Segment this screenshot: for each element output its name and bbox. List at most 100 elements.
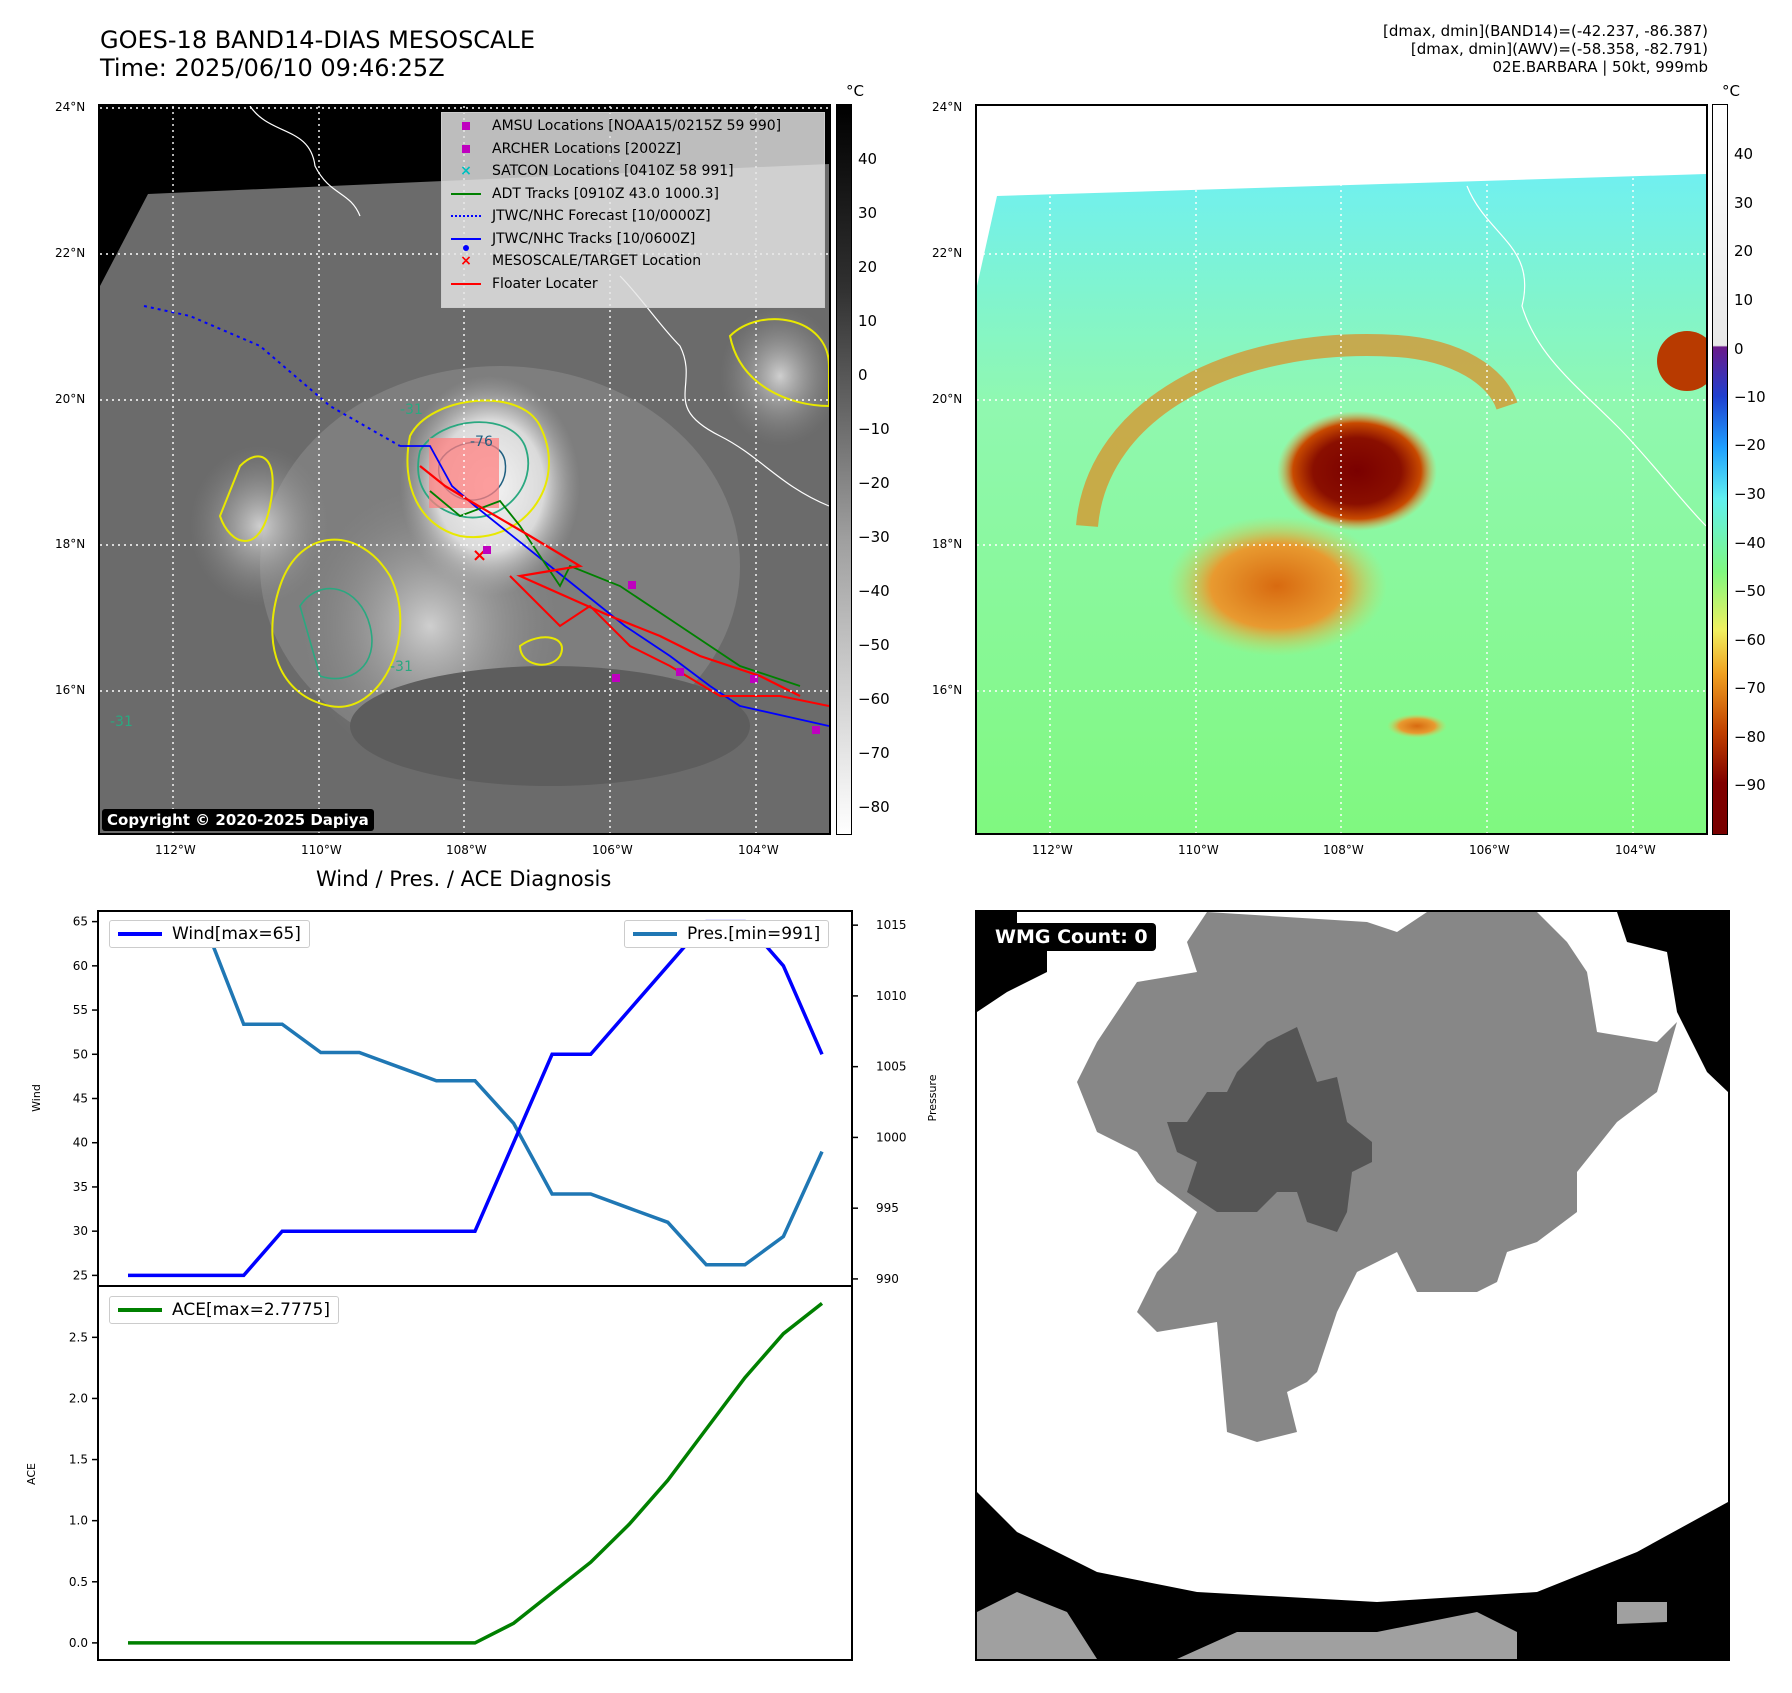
ir-colorbar-unit: °C bbox=[846, 82, 864, 100]
line-icon bbox=[450, 282, 482, 285]
ace-line bbox=[128, 1302, 824, 1645]
lon-label: 108°W bbox=[446, 843, 487, 857]
y-tick-label: 0.5 bbox=[69, 1575, 88, 1589]
line-icon bbox=[450, 192, 482, 195]
contour-label: -31 bbox=[390, 659, 413, 675]
lat-label: 16°N bbox=[55, 683, 86, 697]
cbar-tick: −60 bbox=[858, 690, 890, 708]
lon-label: 112°W bbox=[1032, 843, 1073, 857]
title-line-1: GOES-18 BAND14-DIAS MESOSCALE bbox=[100, 26, 536, 54]
copyright-label: Copyright © 2020-2025 Dapiya bbox=[102, 809, 374, 831]
cbar-tick: 10 bbox=[1734, 291, 1754, 309]
dotted-line-icon bbox=[450, 215, 482, 218]
cbar-tick: −40 bbox=[858, 582, 890, 600]
cbar-tick: 30 bbox=[1734, 194, 1754, 212]
x-marker-icon: × bbox=[460, 163, 472, 180]
cbar-tick: −20 bbox=[1734, 436, 1766, 454]
y-tick-label: 65 bbox=[73, 915, 88, 929]
ir-map-panel: × -76 -31 -31 -31 AMSU Locations [NOAA15… bbox=[98, 104, 831, 835]
legend-item: Floater Locater bbox=[450, 273, 816, 296]
wind-legend-swatch bbox=[118, 932, 162, 936]
awv-map-image bbox=[977, 106, 1706, 833]
cbar-tick: −30 bbox=[1734, 485, 1766, 503]
lat-label: 18°N bbox=[932, 537, 963, 551]
y-tick-label: 55 bbox=[73, 1003, 88, 1017]
legend-item: ARCHER Locations [2002Z] bbox=[450, 138, 816, 161]
y-tick-label: 45 bbox=[73, 1092, 88, 1106]
contour-label: -31 bbox=[400, 402, 423, 418]
lat-label: 20°N bbox=[932, 392, 963, 406]
wind-line bbox=[128, 919, 824, 1278]
y-tick-label: 2.0 bbox=[69, 1391, 88, 1405]
y-tick-label: 1015 bbox=[876, 918, 907, 932]
cbar-tick: −50 bbox=[1734, 582, 1766, 600]
legend-item: AMSU Locations [NOAA15/0215Z 59 990] bbox=[450, 115, 816, 138]
y-tick-label: 1005 bbox=[876, 1060, 907, 1074]
square-marker-icon bbox=[450, 144, 482, 153]
awv-colorbar bbox=[1712, 104, 1728, 835]
pressure-line bbox=[128, 923, 824, 1267]
cbar-tick: 30 bbox=[858, 204, 878, 222]
cbar-tick: −90 bbox=[1734, 776, 1766, 794]
lon-label: 106°W bbox=[1469, 843, 1510, 857]
cbar-tick: 0 bbox=[1734, 340, 1744, 358]
pressure-axis-label: Pressure bbox=[926, 1074, 939, 1121]
figure-title: GOES-18 BAND14-DIAS MESOSCALE Time: 2025… bbox=[100, 26, 535, 82]
y-tick-label: 35 bbox=[73, 1180, 88, 1194]
awv-colorbar-unit: °C bbox=[1722, 82, 1740, 100]
cbar-tick: −70 bbox=[1734, 679, 1766, 697]
lat-label: 20°N bbox=[55, 392, 86, 406]
pressure-legend: Pres.[min=991] bbox=[624, 920, 830, 948]
cbar-tick: 20 bbox=[858, 258, 878, 276]
wmg-panel: WMG Count: 0 bbox=[975, 910, 1730, 1661]
floater-track-2 bbox=[509, 575, 829, 707]
lon-label: 104°W bbox=[738, 843, 779, 857]
ace-axes bbox=[97, 1285, 853, 1661]
lat-label: 22°N bbox=[55, 246, 86, 260]
cbar-tick: 10 bbox=[858, 312, 878, 330]
cbar-tick: −20 bbox=[858, 474, 890, 492]
lat-label: 24°N bbox=[932, 100, 963, 114]
y-tick-label: 30 bbox=[73, 1224, 88, 1238]
contour-label: -76 bbox=[470, 434, 493, 450]
square-marker-icon bbox=[450, 122, 482, 131]
pressure-y-ticks: 990 995 1000 1005 1010 1015 bbox=[852, 918, 907, 1286]
y-tick-label: 50 bbox=[73, 1047, 88, 1061]
wind-legend: Wind[max=65] bbox=[109, 920, 310, 948]
stats-header: [dmax, dmin](BAND14)=(-42.237, -86.387) … bbox=[1383, 22, 1708, 76]
ir-colorbar bbox=[836, 104, 852, 835]
y-tick-label: 1010 bbox=[876, 989, 907, 1003]
legend-item: JTWC/NHC Forecast [10/0000Z] bbox=[450, 205, 816, 228]
y-tick-label: 0.0 bbox=[69, 1636, 88, 1650]
legend-item: JTWC/NHC Tracks [10/0600Z] bbox=[450, 228, 816, 251]
y-tick-label: 1.0 bbox=[69, 1514, 88, 1528]
lat-label: 22°N bbox=[932, 246, 963, 260]
ace-y-ticks: 0.0 0.5 1.0 1.5 2.0 2.5 bbox=[69, 1330, 98, 1650]
y-tick-label: 1.5 bbox=[69, 1453, 88, 1467]
x-marker-icon: × bbox=[460, 253, 472, 270]
wmg-image bbox=[977, 912, 1728, 1659]
cbar-tick: 20 bbox=[1734, 242, 1754, 260]
cbar-tick: −60 bbox=[1734, 631, 1766, 649]
y-tick-label: 2.5 bbox=[69, 1330, 88, 1344]
storm-info: 02E.BARBARA | 50kt, 999mb bbox=[1492, 58, 1708, 76]
stats-awv: [dmax, dmin](AWV)=(-58.358, -82.791) bbox=[1410, 40, 1708, 58]
ace-legend: ACE[max=2.7775] bbox=[109, 1296, 339, 1324]
ace-axis-label: ACE bbox=[25, 1463, 38, 1485]
lat-label: 18°N bbox=[55, 537, 86, 551]
y-tick-label: 1000 bbox=[876, 1130, 907, 1144]
stats-band14: [dmax, dmin](BAND14)=(-42.237, -86.387) bbox=[1383, 22, 1708, 40]
wind-y-ticks: 25 30 35 40 45 50 55 60 65 bbox=[73, 915, 98, 1282]
cbar-tick: 40 bbox=[1734, 145, 1754, 163]
cbar-tick: −30 bbox=[858, 528, 890, 546]
nhc-track bbox=[400, 445, 829, 727]
cbar-tick: −10 bbox=[858, 420, 890, 438]
adt-track bbox=[429, 490, 801, 687]
diagnosis-title: Wind / Pres. / ACE Diagnosis bbox=[316, 867, 612, 891]
y-tick-label: 60 bbox=[73, 959, 88, 973]
ir-map-legend: AMSU Locations [NOAA15/0215Z 59 990] ARC… bbox=[441, 112, 825, 308]
lon-label: 110°W bbox=[1178, 843, 1219, 857]
legend-item: × SATCON Locations [0410Z 58 991] bbox=[450, 160, 816, 183]
lon-label: 112°W bbox=[155, 843, 196, 857]
line-dot-icon bbox=[450, 237, 482, 251]
